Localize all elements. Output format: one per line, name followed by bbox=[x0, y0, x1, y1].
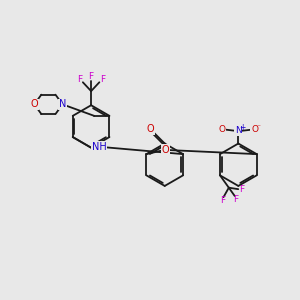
Text: O: O bbox=[219, 124, 226, 134]
Text: N: N bbox=[59, 99, 66, 110]
Text: ⁻: ⁻ bbox=[257, 122, 261, 131]
Text: O: O bbox=[162, 145, 169, 155]
Text: O: O bbox=[146, 124, 154, 134]
Text: +: + bbox=[239, 122, 245, 131]
Text: O: O bbox=[31, 99, 38, 110]
Text: N: N bbox=[235, 126, 242, 135]
Text: F: F bbox=[220, 196, 225, 205]
Text: F: F bbox=[77, 75, 83, 84]
Text: O: O bbox=[251, 124, 258, 134]
Text: F: F bbox=[88, 73, 94, 82]
Text: F: F bbox=[100, 75, 105, 84]
Text: NH: NH bbox=[92, 142, 106, 152]
Text: F: F bbox=[239, 185, 244, 194]
Text: F: F bbox=[233, 195, 238, 204]
